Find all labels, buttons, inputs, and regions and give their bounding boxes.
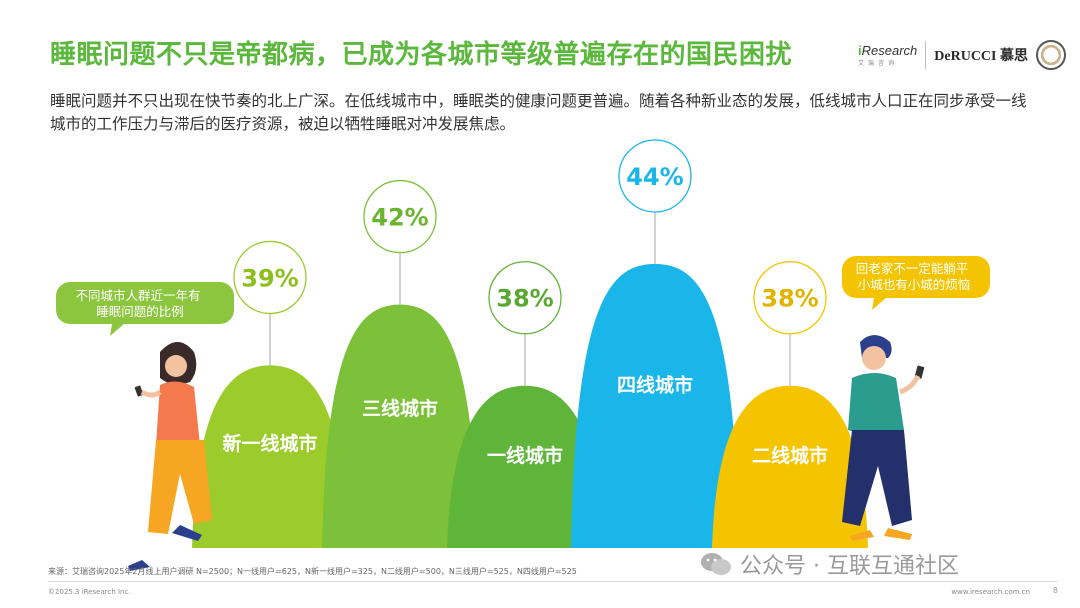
category-label: 新一线城市 — [222, 432, 317, 455]
bar-二线城市 — [712, 385, 868, 548]
right-bubble-line-2: 小城也有小城的烦恼 — [858, 277, 971, 292]
right-speech-bubble: 回老家不一定能躺平 小城也有小城的烦恼 — [842, 256, 990, 310]
man-figure-illustration — [842, 335, 925, 541]
bar-三线城市 — [322, 304, 478, 548]
value-circle — [363, 179, 437, 254]
bar-新一线城市 — [192, 365, 348, 548]
left-speech-bubble: 不同城市人群近一年有 睡眠问题的比例 — [56, 282, 234, 336]
bar-四线城市 — [571, 264, 739, 548]
value-label: 42% — [371, 204, 428, 232]
right-bubble-line-1: 回老家不一定能躺平 — [856, 261, 969, 276]
page-subtitle: 睡眠问题并不只出现在快节奏的北上广深。在低线城市中，睡眠类的健康问题更普遍。随着… — [50, 92, 1027, 133]
logo-divider — [925, 41, 927, 69]
value-circle — [488, 261, 562, 335]
right-bubble-text: 回老家不一定能躺平 小城也有小城的烦恼 — [856, 261, 973, 292]
page-number: 8 — [1052, 586, 1058, 595]
value-label: 39% — [241, 264, 298, 292]
value-label: 38% — [496, 285, 553, 313]
page-title: 睡眠问题不只是帝都病，已成为各城市等级普遍存在的国民困扰 — [50, 40, 793, 70]
iresearch-logo-sub: 艾瑞咨询 — [858, 60, 899, 67]
derucci-logo: DeRUCCI 慕思 — [934, 49, 1028, 64]
value-circle — [753, 261, 827, 335]
value-circle — [618, 139, 692, 213]
logo-area: iResearch 艾瑞咨询 DeRUCCI 慕思 — [858, 38, 1066, 72]
source-note: 来源：艾瑞咨询2025年2月线上用户调研 N=2500；N一线用户=625，N新… — [48, 567, 577, 576]
copyright: ©2025.3 iResearch Inc. — [48, 588, 131, 596]
iresearch-logo-name: Research — [861, 43, 918, 58]
watermark-text: 公众号 · 互联互通社区 — [740, 554, 959, 579]
category-label: 四线城市 — [617, 373, 693, 396]
watermark: 公众号 · 互联互通社区 — [700, 548, 959, 580]
bar-一线城市 — [447, 385, 603, 548]
iresearch-logo: iResearch 艾瑞咨询 — [858, 43, 917, 67]
category-label: 二线城市 — [752, 444, 828, 467]
category-label: 三线城市 — [362, 397, 438, 420]
category-label: 一线城市 — [487, 444, 563, 467]
left-bubble-text: 不同城市人群近一年有 睡眠问题的比例 — [76, 288, 205, 319]
value-label: 44% — [626, 163, 683, 191]
website-url[interactable]: www.iresearch.com.cn — [951, 588, 1030, 596]
value-circle — [233, 240, 307, 315]
left-bubble-line-2: 睡眠问题的比例 — [96, 304, 184, 319]
footer-divider — [48, 581, 1058, 582]
wechat-icon — [701, 553, 731, 575]
value-label: 38% — [761, 285, 818, 313]
woman-figure-illustration — [128, 342, 212, 571]
left-bubble-line-1: 不同城市人群近一年有 — [76, 288, 201, 303]
iresearch-logo-prefix: i — [858, 43, 862, 58]
seal-icon — [1036, 40, 1066, 70]
